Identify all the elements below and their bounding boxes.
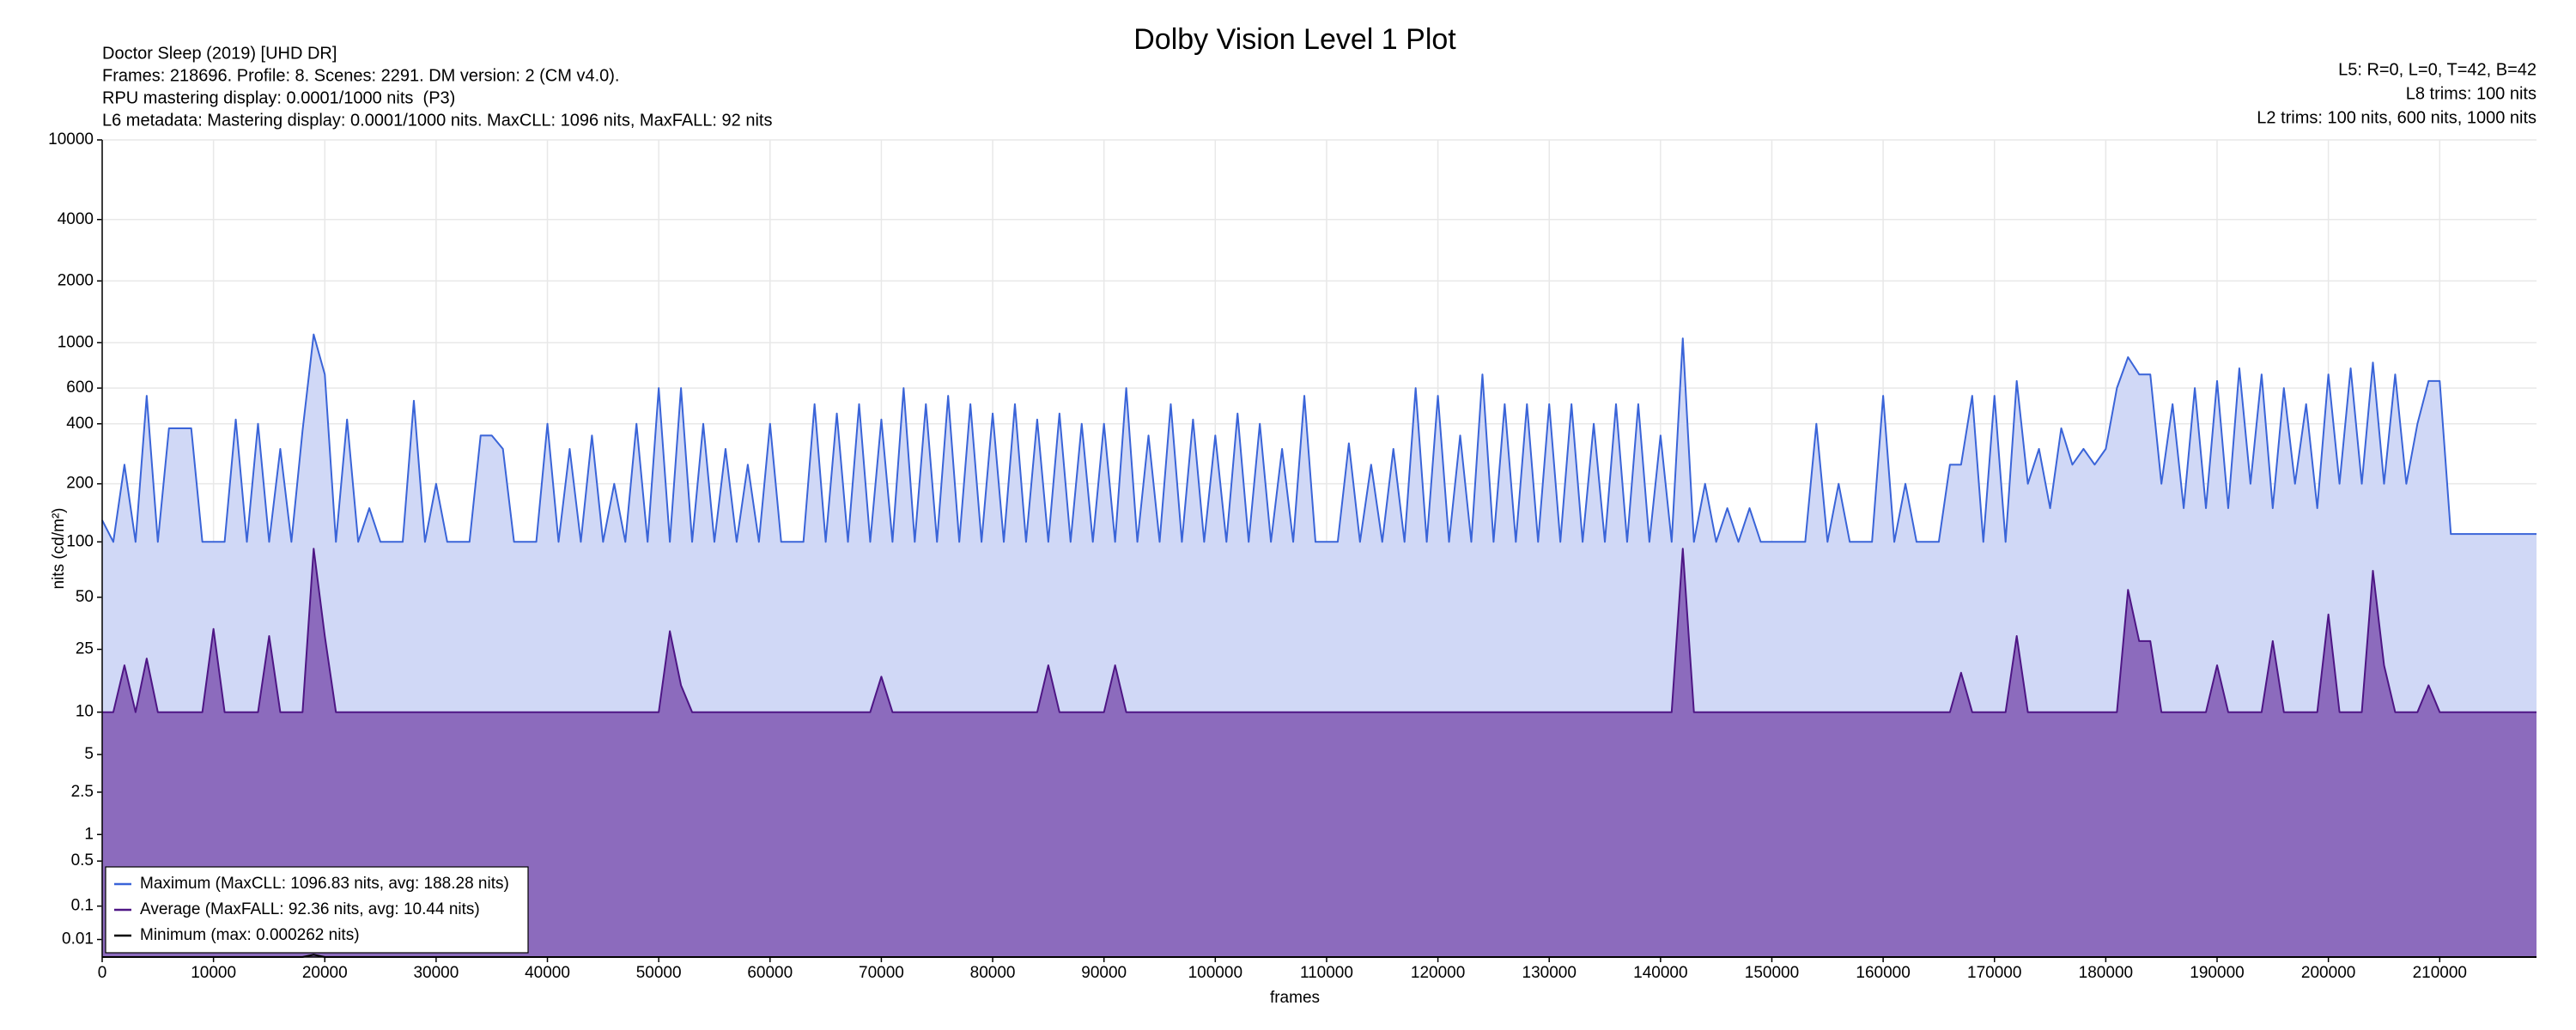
y-tick-label: 600 <box>66 379 94 397</box>
x-tick-label: 0 <box>98 964 107 982</box>
x-tick-label: 170000 <box>1967 964 2021 982</box>
x-tick-label: 10000 <box>191 964 236 982</box>
y-tick-label: 0.5 <box>71 851 94 869</box>
x-tick-label: 180000 <box>2079 964 2133 982</box>
x-tick-label: 210000 <box>2413 964 2467 982</box>
x-tick-label: 30000 <box>413 964 459 982</box>
x-tick-label: 140000 <box>1633 964 1687 982</box>
x-tick-label: 110000 <box>1300 964 1353 982</box>
series-line <box>102 548 2537 713</box>
x-tick-label: 20000 <box>302 964 348 982</box>
legend-box <box>105 866 529 954</box>
y-tick-label: 25 <box>76 640 94 658</box>
x-tick-label: 80000 <box>970 964 1016 982</box>
x-tick-label: 120000 <box>1411 964 1465 982</box>
legend-label: Average (MaxFALL: 92.36 nits, avg: 10.44… <box>140 900 480 918</box>
x-tick-label: 160000 <box>1856 964 1910 982</box>
x-tick-label: 40000 <box>525 964 570 982</box>
x-tick-label: 50000 <box>636 964 682 982</box>
y-tick-label: 0.01 <box>62 930 94 948</box>
info-text: RPU mastering display: 0.0001/1000 nits … <box>102 88 455 107</box>
y-tick-label: 400 <box>66 415 94 433</box>
y-tick-label: 5 <box>84 745 94 763</box>
y-tick-label: 1000 <box>58 333 94 351</box>
x-tick-label: 150000 <box>1745 964 1799 982</box>
y-tick-label: 10 <box>76 703 94 721</box>
area-fill <box>102 548 2537 957</box>
info-text: L2 trims: 100 nits, 600 nits, 1000 nits <box>2257 108 2537 127</box>
y-tick-label: 200 <box>66 475 94 493</box>
x-tick-label: 90000 <box>1081 964 1127 982</box>
y-tick-label: 2000 <box>58 271 94 289</box>
y-tick-label: 100 <box>66 532 94 550</box>
y-tick-label: 2.5 <box>71 783 94 801</box>
y-tick-label: 4000 <box>58 210 94 228</box>
info-text: L5: R=0, L=0, T=42, B=42 <box>2338 60 2537 79</box>
y-axis-label: nits (cd/m²) <box>50 508 68 590</box>
x-tick-label: 100000 <box>1188 964 1242 982</box>
legend-label: Maximum (MaxCLL: 1096.83 nits, avg: 188.… <box>140 875 509 893</box>
info-text: L6 metadata: Mastering display: 0.0001/1… <box>102 111 772 130</box>
info-text: L8 trims: 100 nits <box>2406 84 2537 103</box>
x-axis-label: frames <box>1270 989 1320 1007</box>
legend-label: Minimum (max: 0.000262 nits) <box>140 926 360 944</box>
x-tick-label: 70000 <box>859 964 904 982</box>
x-tick-label: 130000 <box>1522 964 1577 982</box>
x-tick-label: 190000 <box>2190 964 2244 982</box>
y-tick-label: 10000 <box>48 130 94 148</box>
series-line <box>101 333 2537 543</box>
chart-title: Dolby Vision Level 1 Plot <box>1133 23 1456 56</box>
y-tick-label: 0.1 <box>71 897 94 915</box>
info-text: Frames: 218696. Profile: 8. Scenes: 2291… <box>102 66 619 85</box>
info-text: Doctor Sleep (2019) [UHD DR] <box>102 44 337 63</box>
y-tick-label: 1 <box>84 825 94 843</box>
x-tick-label: 60000 <box>747 964 793 982</box>
y-tick-label: 50 <box>76 588 94 606</box>
x-tick-label: 200000 <box>2301 964 2355 982</box>
